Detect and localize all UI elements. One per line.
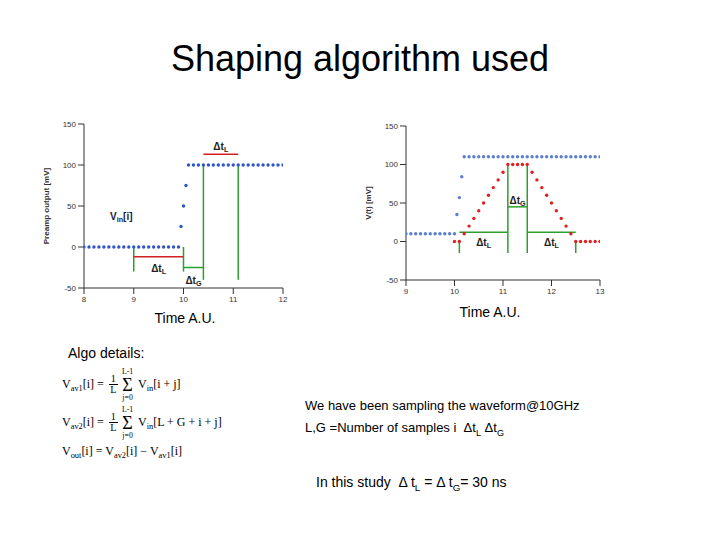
- svg-text:100: 100: [385, 160, 399, 169]
- html-text:Vav1[i] = 1: Vav1[i] = 1: [62, 372, 116, 393]
- html-text:Algo details:: Algo details:: [68, 345, 145, 361]
- svg-text:12: 12: [547, 287, 556, 296]
- svg-text:10: 10: [179, 295, 188, 304]
- html-text:j=0: j=0: [122, 430, 133, 440]
- svg-text:Vin[i]: Vin[i]: [110, 211, 133, 224]
- svg-text:8: 8: [82, 295, 87, 304]
- svg-text:13: 13: [596, 287, 605, 296]
- svg-text:ΔtL: ΔtL: [151, 263, 167, 276]
- svg-text:150: 150: [63, 120, 77, 129]
- html-text:L,G =Number of samples i ΔtLΔt: L,G =Number of samples i ΔtLΔtG: [305, 420, 504, 438]
- svg-text:11: 11: [229, 295, 238, 304]
- html-text:Vin[L + G + i + j]: Vin[L + G + i + j]: [135, 414, 222, 431]
- svg-text:12: 12: [279, 295, 288, 304]
- html-text:Vout[i] = Vav2[i] − Vav1[i]: Vout[i] = Vav2[i] − Vav1[i]: [62, 444, 182, 461]
- html-text:L-1: L-1: [122, 367, 134, 376]
- svg-text:Preamp output [mV]: Preamp output [mV]: [42, 167, 51, 244]
- svg-text:10: 10: [450, 287, 459, 296]
- html-text:Σ: Σ: [122, 412, 133, 433]
- html-text:In this study Δ tL= Δ tG= 30 n: In this study Δ tL= Δ tG= 30 ns: [316, 474, 507, 493]
- svg-text:11: 11: [499, 287, 508, 296]
- html-text:L: L: [110, 384, 117, 396]
- svg-text:0: 0: [72, 243, 77, 252]
- svg-text:0: 0: [394, 237, 399, 246]
- html-text:Shaping algorithm used: Shaping algorithm used: [170, 38, 550, 79]
- svg-text:ΔtL: ΔtL: [476, 237, 492, 250]
- html-text:Vin[i + j]: Vin[i + j]: [135, 376, 181, 393]
- html-text:Σ: Σ: [122, 374, 133, 395]
- html-text:We have been sampling the wave: We have been sampling the waveform@10GHz: [305, 398, 580, 413]
- html-text:Time A.U.: Time A.U.: [154, 310, 216, 326]
- svg-text:ΔtG: ΔtG: [509, 194, 526, 207]
- html-text:Time A.U.: Time A.U.: [459, 304, 521, 320]
- svg-text:ΔtL: ΔtL: [213, 141, 229, 154]
- svg-text:ΔtG: ΔtG: [185, 275, 202, 288]
- svg-text:50: 50: [67, 202, 76, 211]
- svg-text:100: 100: [63, 161, 77, 170]
- html-text:Vav2[i] = 1: Vav2[i] = 1: [62, 410, 116, 431]
- svg-text:50: 50: [389, 199, 398, 208]
- svg-text:ΔtL: ΔtL: [544, 237, 560, 250]
- svg-text:V(t) [mV]: V(t) [mV]: [364, 186, 373, 220]
- html-text:j=0: j=0: [122, 392, 133, 402]
- html-text:L: L: [110, 422, 117, 434]
- svg-text:-50: -50: [64, 284, 76, 293]
- svg-text:-50: -50: [386, 276, 398, 285]
- svg-text:9: 9: [132, 295, 137, 304]
- html-text:L-1: L-1: [122, 405, 134, 414]
- svg-text:150: 150: [385, 122, 399, 131]
- svg-text:9: 9: [404, 287, 409, 296]
